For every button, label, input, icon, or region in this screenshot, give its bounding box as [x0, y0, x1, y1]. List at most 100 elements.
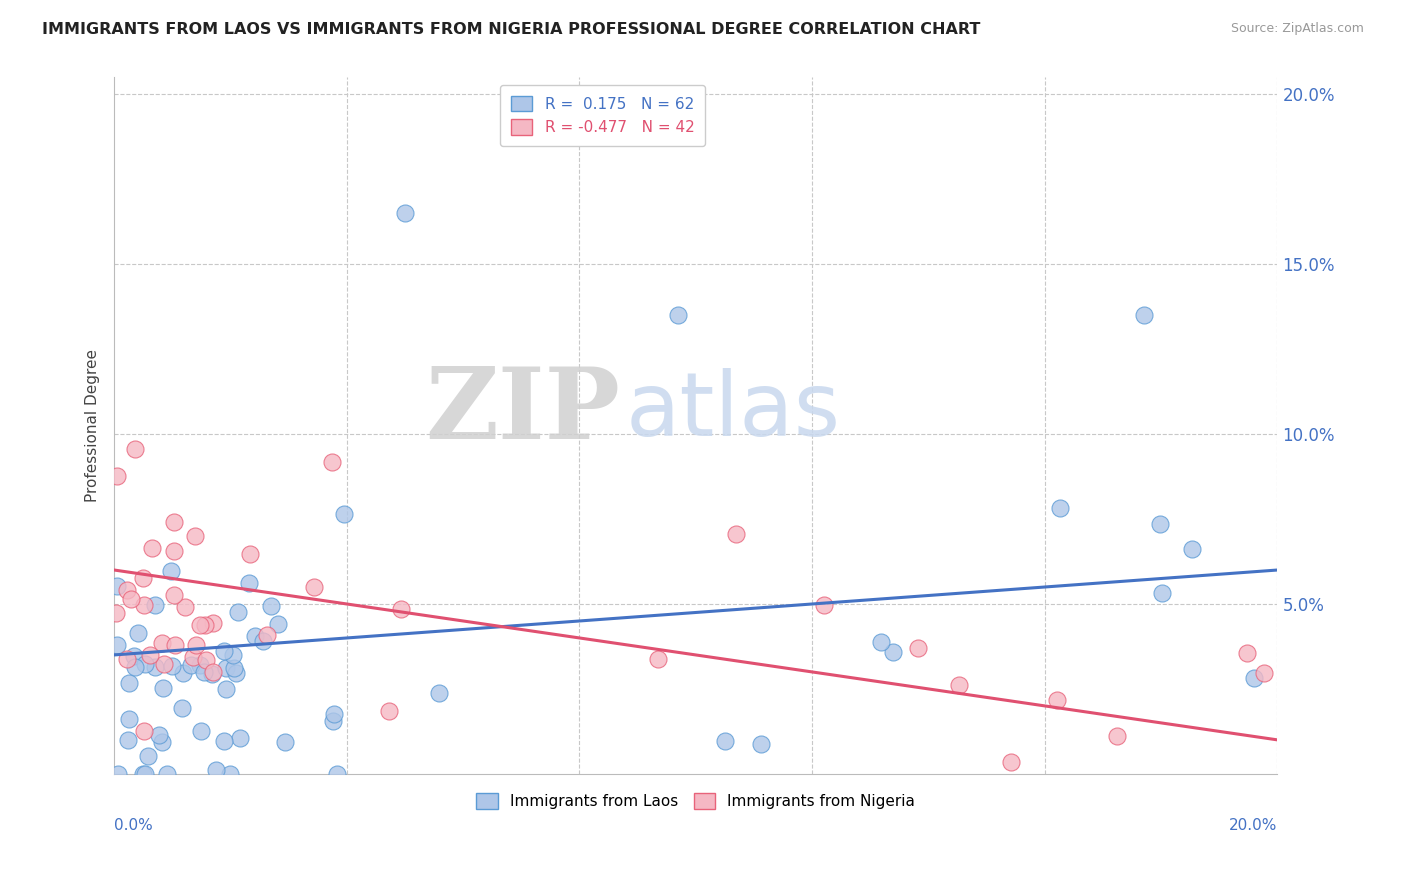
- Point: [239, 547, 262, 561]
- Point: [221, 648, 243, 663]
- Point: [321, 455, 343, 469]
- Point: [186, 638, 208, 652]
- Point: [202, 615, 225, 630]
- Point: [907, 640, 929, 655]
- Point: [134, 723, 156, 738]
- Point: [427, 686, 450, 700]
- Point: [212, 644, 235, 658]
- Point: [134, 767, 156, 781]
- Point: [274, 734, 297, 748]
- Point: [188, 657, 211, 672]
- Point: [115, 582, 138, 597]
- Point: [132, 767, 155, 781]
- Point: [163, 544, 186, 558]
- Point: [134, 657, 156, 672]
- Point: [1243, 671, 1265, 685]
- Legend: R =  0.175   N = 62, R = -0.477   N = 42: R = 0.175 N = 62, R = -0.477 N = 42: [501, 85, 706, 146]
- Point: [813, 598, 835, 612]
- Point: [215, 661, 238, 675]
- Point: [1236, 646, 1258, 660]
- Point: [180, 657, 202, 672]
- Point: [190, 724, 212, 739]
- Point: [127, 626, 149, 640]
- Point: [124, 442, 146, 456]
- Point: [323, 706, 346, 721]
- Point: [267, 617, 290, 632]
- Point: [143, 660, 166, 674]
- Point: [1181, 542, 1204, 557]
- Point: [181, 649, 204, 664]
- Point: [163, 588, 186, 602]
- Point: [256, 628, 278, 642]
- Point: [150, 636, 173, 650]
- Point: [260, 599, 283, 613]
- Text: 0.0%: 0.0%: [114, 818, 153, 833]
- Point: [252, 633, 274, 648]
- Point: [1132, 308, 1154, 322]
- Point: [163, 515, 186, 529]
- Point: [118, 712, 141, 726]
- Point: [190, 618, 212, 632]
- Point: [194, 652, 217, 666]
- Point: [1105, 729, 1128, 743]
- Point: [194, 617, 217, 632]
- Point: [163, 638, 186, 652]
- Point: [105, 468, 128, 483]
- Point: [193, 665, 215, 679]
- Point: [201, 667, 224, 681]
- Point: [156, 767, 179, 781]
- Point: [1253, 666, 1275, 681]
- Y-axis label: Professional Degree: Professional Degree: [86, 349, 100, 502]
- Point: [212, 733, 235, 747]
- Point: [302, 580, 325, 594]
- Point: [139, 648, 162, 663]
- Point: [647, 651, 669, 665]
- Point: [118, 676, 141, 690]
- Point: [215, 681, 238, 696]
- Point: [333, 507, 356, 521]
- Point: [124, 660, 146, 674]
- Point: [202, 665, 225, 679]
- Point: [714, 734, 737, 748]
- Point: [394, 206, 416, 220]
- Point: [238, 576, 260, 591]
- Point: [170, 701, 193, 715]
- Point: [229, 731, 252, 745]
- Point: [141, 541, 163, 556]
- Point: [322, 714, 344, 728]
- Text: 20.0%: 20.0%: [1229, 818, 1278, 833]
- Point: [120, 591, 142, 606]
- Point: [153, 657, 176, 672]
- Point: [378, 704, 401, 718]
- Point: [138, 749, 160, 764]
- Point: [666, 308, 689, 322]
- Point: [152, 681, 174, 695]
- Point: [131, 571, 153, 585]
- Point: [160, 659, 183, 673]
- Point: [105, 638, 128, 652]
- Point: [226, 605, 249, 619]
- Point: [225, 665, 247, 680]
- Point: [115, 652, 138, 666]
- Text: Source: ZipAtlas.com: Source: ZipAtlas.com: [1230, 22, 1364, 36]
- Text: ZIP: ZIP: [425, 363, 620, 460]
- Point: [222, 661, 245, 675]
- Point: [122, 649, 145, 664]
- Point: [1000, 755, 1022, 769]
- Text: IMMIGRANTS FROM LAOS VS IMMIGRANTS FROM NIGERIA PROFESSIONAL DEGREE CORRELATION : IMMIGRANTS FROM LAOS VS IMMIGRANTS FROM …: [42, 22, 980, 37]
- Point: [243, 629, 266, 643]
- Point: [104, 606, 127, 620]
- Point: [751, 737, 773, 751]
- Point: [391, 601, 413, 615]
- Text: atlas: atlas: [626, 368, 841, 455]
- Point: [869, 635, 891, 649]
- Point: [1049, 501, 1071, 516]
- Point: [1149, 516, 1171, 531]
- Point: [160, 564, 183, 578]
- Point: [218, 767, 240, 781]
- Point: [107, 767, 129, 781]
- Point: [326, 767, 349, 781]
- Point: [117, 733, 139, 747]
- Point: [152, 735, 174, 749]
- Point: [1046, 693, 1069, 707]
